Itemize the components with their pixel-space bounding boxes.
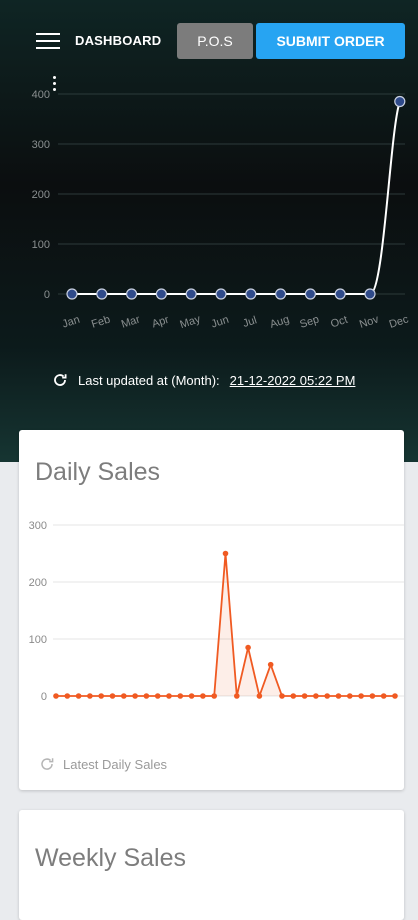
y-tick-label: 200 xyxy=(29,577,47,589)
monthly-series-line xyxy=(72,101,401,295)
data-point xyxy=(222,550,229,557)
hamburger-menu-icon[interactable] xyxy=(36,31,60,51)
data-point xyxy=(394,95,406,108)
data-point xyxy=(211,693,217,699)
last-updated-label: Last updated at (Month): xyxy=(78,372,220,388)
data-point xyxy=(245,288,257,300)
data-point xyxy=(334,288,346,300)
data-point xyxy=(185,288,197,300)
data-point xyxy=(392,693,398,699)
y-tick-label: 300 xyxy=(29,520,47,532)
data-point xyxy=(335,693,342,699)
vertical-dots-icon[interactable] xyxy=(52,76,58,94)
data-point xyxy=(188,693,195,699)
data-point xyxy=(234,693,240,699)
data-point xyxy=(267,661,274,668)
y-tick-label: 100 xyxy=(32,239,50,251)
data-point xyxy=(369,693,376,699)
data-point xyxy=(96,288,108,300)
x-tick-label: Jun xyxy=(210,314,231,331)
daily-sales-footer: Latest Daily Sales xyxy=(39,756,167,772)
data-point xyxy=(166,693,172,699)
data-point xyxy=(290,693,297,699)
x-tick-label: Oct xyxy=(329,314,349,331)
x-tick-label: Jul xyxy=(241,314,258,330)
daily-series-area xyxy=(56,553,395,696)
x-tick-label: Sep xyxy=(298,313,320,330)
y-tick-label: 200 xyxy=(32,189,50,201)
data-point xyxy=(126,288,138,300)
x-tick-label: Apr xyxy=(150,314,170,331)
data-point xyxy=(358,693,364,699)
last-updated-value[interactable]: 21-12-2022 05:22 PM xyxy=(229,372,356,388)
data-point xyxy=(87,693,93,699)
x-tick-label: Dec xyxy=(388,313,411,331)
daily-sales-card: Daily Sales 0 100 200 300 Latest Daily Sale… xyxy=(19,430,404,790)
y-tick-label: 0 xyxy=(41,691,47,703)
last-updated: Last updated at (Month): 21-12-2022 05:2… xyxy=(52,372,355,388)
data-point xyxy=(109,693,116,699)
data-point xyxy=(98,693,104,699)
data-point xyxy=(177,693,184,699)
x-tick-label: May xyxy=(179,313,203,331)
data-point xyxy=(301,693,308,699)
data-point xyxy=(154,693,161,699)
data-point xyxy=(380,693,387,699)
dashboard-header-panel: DASHBOARD P.O.S SUBMIT ORDER 0 100 200 300 4… xyxy=(0,0,418,462)
x-tick-label: Aug xyxy=(269,313,291,330)
data-point xyxy=(313,693,319,699)
data-point xyxy=(132,693,138,699)
data-point xyxy=(66,288,78,300)
refresh-icon[interactable] xyxy=(39,756,55,772)
data-point xyxy=(304,288,316,300)
x-tick-label: Mar xyxy=(120,313,142,330)
data-point xyxy=(215,288,227,300)
daily-sales-title: Daily Sales xyxy=(35,458,161,486)
daily-sales-footer-label: Latest Daily Sales xyxy=(63,756,168,772)
data-point xyxy=(245,644,251,651)
page-title: DASHBOARD xyxy=(75,33,162,48)
y-tick-label: 0 xyxy=(44,289,50,301)
y-tick-label: 400 xyxy=(32,89,50,101)
data-point xyxy=(275,288,287,300)
y-tick-label: 300 xyxy=(32,139,50,151)
data-point xyxy=(53,693,59,699)
data-point xyxy=(143,693,150,699)
daily-sales-chart: 0 100 200 300 xyxy=(29,520,404,703)
data-point xyxy=(256,693,263,699)
refresh-icon[interactable] xyxy=(52,372,68,388)
y-tick-label: 100 xyxy=(29,634,47,646)
data-point xyxy=(364,288,376,300)
x-tick-label: Nov xyxy=(358,313,381,331)
data-point xyxy=(121,693,127,699)
x-tick-label: Jan xyxy=(61,314,82,331)
data-point xyxy=(64,693,71,699)
data-point xyxy=(155,288,167,300)
pos-button[interactable]: P.O.S xyxy=(177,23,253,59)
x-tick-label: Feb xyxy=(90,314,112,331)
data-point xyxy=(279,693,285,699)
submit-order-button[interactable]: SUBMIT ORDER xyxy=(256,23,405,59)
data-point xyxy=(200,693,206,699)
data-point xyxy=(75,693,82,699)
monthly-sales-chart: 0 100 200 300 400 Jan Feb Mar Apr May Jun Jul Aug Sep… xyxy=(32,89,411,331)
data-point xyxy=(347,693,353,699)
weekly-sales-title: Weekly Sales xyxy=(35,844,186,872)
data-point xyxy=(324,693,331,699)
weekly-sales-card: Weekly Sales xyxy=(19,810,404,920)
